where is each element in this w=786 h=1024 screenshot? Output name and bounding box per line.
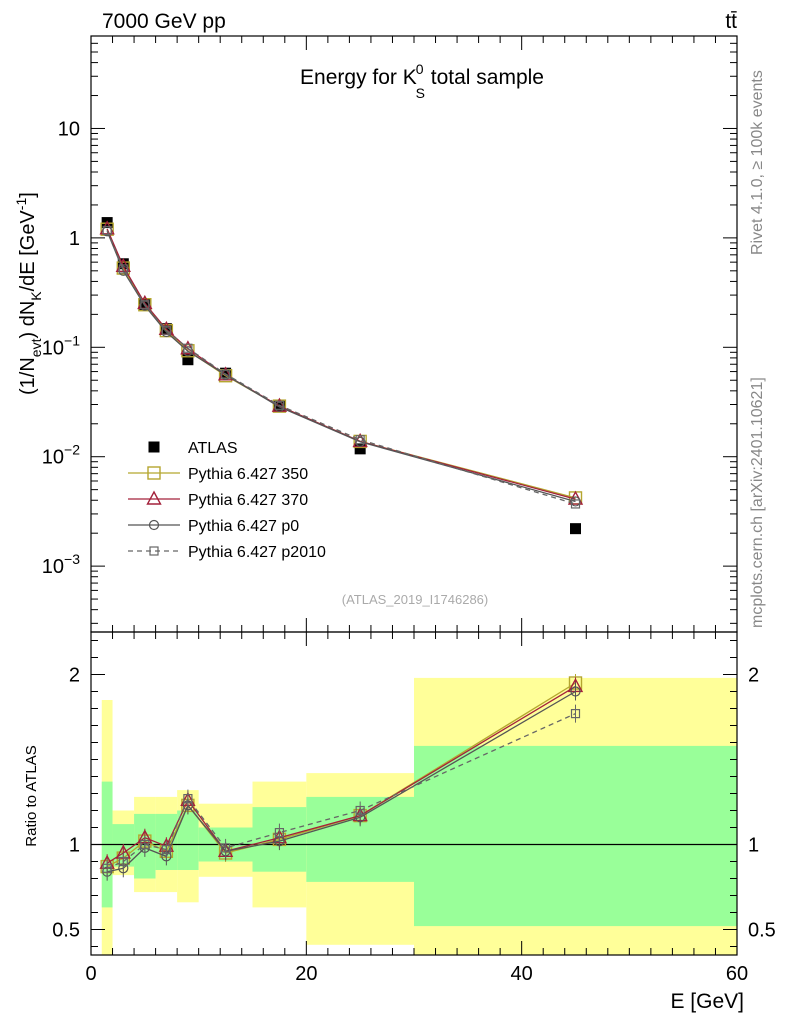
- ylabel-sub-k: K: [28, 291, 44, 301]
- legend-label: Pythia 6.427 p2010: [188, 544, 326, 561]
- series-line: [106, 228, 576, 500]
- ratio-series-group: [99, 674, 584, 881]
- data-point: [274, 400, 285, 410]
- ratio-axes: 2 21 10.5 0.50 20 40 60: [52, 631, 776, 985]
- title-main-text: Energy for K: [300, 66, 417, 89]
- legend-label: Pythia 6.427 p0: [188, 518, 299, 535]
- legend-label: Pythia 6.427 370: [188, 492, 308, 509]
- ylabel-part-d: ]: [17, 192, 39, 198]
- data-point: [183, 343, 193, 353]
- ratio-data-point: [570, 686, 581, 697]
- x-axis-label: E [GeV]: [670, 990, 744, 1013]
- data-point: [118, 264, 128, 274]
- ratio-data-point: [274, 827, 285, 838]
- y-tick-mantissa: 1: [69, 228, 80, 250]
- y-tick-label: 1: [69, 228, 80, 250]
- y-tick-mantissa: 10: [58, 118, 80, 140]
- ratio-y-tick-label-right: 0.5: [748, 920, 776, 942]
- data-point: [161, 325, 171, 335]
- series-line: [106, 230, 576, 505]
- y-tick-mantissa: 10: [42, 556, 64, 578]
- ylabel-part-a: (1/N: [17, 357, 39, 395]
- ratio-y-tick-label-right: 2: [748, 665, 759, 687]
- series-pythia-6-427-p0: [102, 226, 581, 507]
- x-tick-label: 0: [85, 963, 96, 985]
- series-pythia-6-427-p2010: [102, 225, 581, 509]
- main-series-group: [99, 217, 584, 535]
- data-point: [116, 261, 131, 275]
- y-axis-label: (1/Nevt) dNK/dE [GeV-1]: [13, 192, 44, 395]
- ylabel-part-c: /dE [GeV: [17, 210, 39, 292]
- data-point: [140, 300, 150, 310]
- data-point: [570, 523, 581, 535]
- ratio-data-point: [161, 844, 171, 855]
- series-pythia-6-427-350: [100, 222, 583, 505]
- y-tick-label: 10−1: [42, 332, 80, 359]
- legend-label: Pythia 6.427 350: [188, 466, 308, 483]
- ratio-data-point: [570, 708, 581, 719]
- legend-marker: [148, 441, 160, 453]
- ratio-y-axis-label: Ratio to ATLAS: [23, 745, 40, 846]
- legend-marker: [146, 490, 162, 505]
- y-tick-mantissa: 10: [42, 337, 64, 359]
- series-atlas: [101, 217, 581, 535]
- series-line: [106, 230, 576, 503]
- mcplots-reference-label: mcplots.cern.ch [arXiv:2401.10621]: [749, 377, 766, 628]
- data-point: [117, 258, 129, 270]
- header-energy-label: 7000 GeV pp: [102, 10, 226, 33]
- watermark-label: (ATLAS_2019_I1746286): [342, 592, 488, 607]
- data-point: [182, 354, 194, 366]
- x-tick-label: 60: [726, 963, 748, 985]
- y-tick-mantissa: 10: [42, 447, 64, 469]
- ratio-band-green: [414, 745, 737, 927]
- data-point: [220, 367, 232, 379]
- legend-marker: [148, 519, 160, 531]
- ratio-data-point: [102, 863, 112, 873]
- ratio-data-point: [355, 805, 365, 816]
- y-tick-label: 10−2: [42, 442, 80, 469]
- legend-marker: [147, 466, 161, 480]
- title-suffix-text: total sample: [425, 66, 544, 89]
- title-superscript: 0: [416, 61, 424, 77]
- x-tick-label: 40: [511, 963, 533, 985]
- ratio-y-tick-label-left: 1: [69, 835, 80, 857]
- data-point: [354, 443, 366, 455]
- rivet-version-label: Rivet 4.1.0, ≥ 100k events: [749, 70, 766, 255]
- data-point: [220, 369, 231, 379]
- ratio-y-tick-label-right: 1: [748, 835, 759, 857]
- main-plot-frame: [90, 35, 738, 633]
- legend-label: ATLAS: [188, 440, 238, 457]
- ylabel-sub-evt: evt: [28, 338, 44, 357]
- data-point: [355, 435, 365, 445]
- ratio-data-point: [183, 793, 193, 804]
- y-tick-exponent: −3: [64, 551, 80, 567]
- ratio-band-green: [177, 810, 199, 870]
- ratio-data-point: [220, 843, 231, 853]
- ratio-data-point: [118, 856, 128, 867]
- ratio-y-tick-label-left: 2: [69, 665, 80, 687]
- title-subscript: S: [416, 85, 425, 101]
- y-tick-label: 10: [58, 118, 80, 140]
- ratio-y-tick-label-left: 0.5: [52, 920, 80, 942]
- y-tick-label: 10−3: [42, 551, 80, 578]
- y-tick-exponent: −1: [64, 332, 80, 348]
- header-process-label: tt̄: [725, 10, 737, 33]
- legend: ATLAS Pythia 6.427 350 Pythia 6.427 370 Pyt…: [128, 440, 326, 561]
- x-tick-label: 20: [295, 963, 317, 985]
- data-point: [570, 499, 581, 509]
- data-point: [102, 225, 112, 236]
- series-line: [106, 228, 576, 499]
- ylabel-part-b: ) dN: [17, 301, 39, 339]
- series-pythia-6-427-370: [99, 220, 584, 505]
- y-tick-exponent: −2: [64, 442, 80, 458]
- main-title: Energy for K0 S total sample: [300, 61, 544, 101]
- ratio-series-pythia-6-427-p2010: [102, 704, 581, 878]
- legend-marker: [149, 546, 159, 556]
- ratio-data-point: [140, 839, 150, 850]
- ylabel-sup: -1: [13, 198, 29, 211]
